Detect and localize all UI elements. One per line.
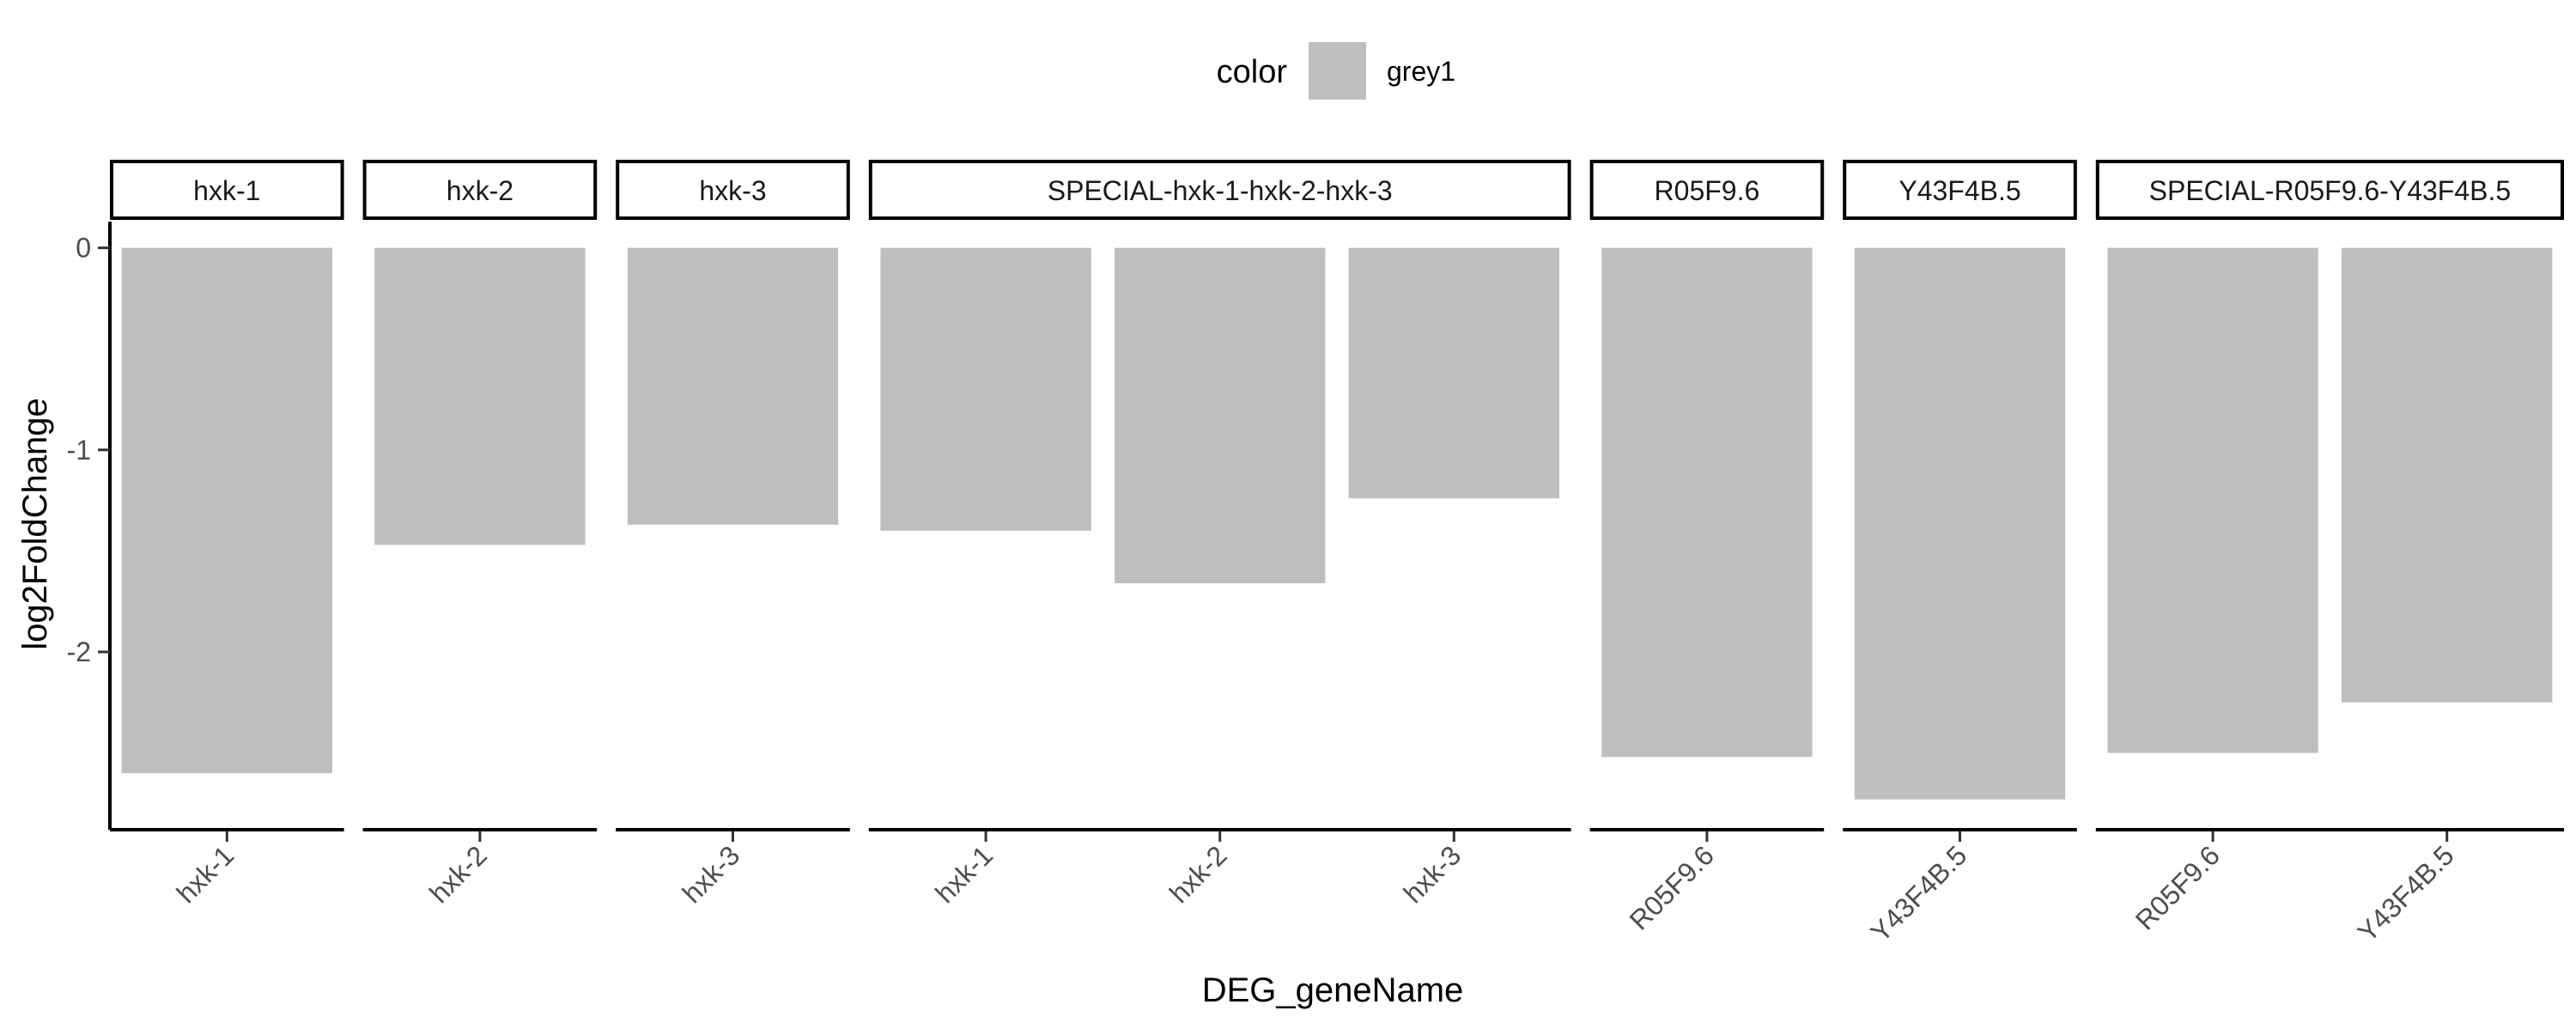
- bar: [2342, 247, 2553, 703]
- x-axis-label: DEG_geneName: [1202, 971, 1464, 1009]
- facet-strip: [110, 160, 344, 220]
- bar: [1115, 247, 1326, 584]
- x-tick-label: Y43F4B.5: [2352, 839, 2460, 947]
- facet-strip-label: R05F9.6: [1655, 175, 1760, 206]
- facet-strip-label: Y43F4B.5: [1899, 175, 2020, 206]
- y-tick-label: -2: [67, 636, 91, 667]
- legend-entry-label: grey1: [1387, 56, 1455, 87]
- x-tick-label: hxk-2: [423, 839, 493, 909]
- facet-strip: [1843, 160, 2077, 220]
- bar: [121, 247, 332, 774]
- y-axis: 0 -1 -2: [67, 222, 112, 830]
- x-tick-label: hxk-3: [677, 839, 746, 909]
- facet-strip: [362, 160, 598, 220]
- x-tick-label: hxk-1: [929, 839, 999, 909]
- facet-panel: Y43F4B.5 Y43F4B.5: [1843, 160, 2077, 948]
- facet-panel: R05F9.6 R05F9.6: [1589, 160, 1825, 936]
- x-tick-label: R05F9.6: [2129, 839, 2226, 935]
- facet-panel: SPECIAL-R05F9.6-Y43F4B.5 R05F9.6 Y43F4B.5: [2095, 160, 2565, 948]
- x-tick-label: R05F9.6: [1624, 839, 1720, 935]
- bar: [374, 247, 586, 545]
- legend-title: color: [1217, 54, 1288, 90]
- bar: [627, 247, 839, 525]
- y-tick-label: 0: [76, 233, 91, 264]
- bar: [1854, 247, 2066, 800]
- facet-strip-label: SPECIAL-R05F9.6-Y43F4B.5: [2149, 175, 2512, 206]
- x-tick-label: hxk-3: [1397, 839, 1467, 909]
- facet-strip-label: SPECIAL-hxk-1-hxk-2-hxk-3: [1048, 175, 1393, 206]
- facet-strip: [616, 160, 850, 220]
- facet-panels: hxk-1hxk-1hxk-2hxk-2hxk-3hxk-3SPECIAL-hx…: [110, 160, 2565, 948]
- bar: [1348, 247, 1559, 499]
- bar: [1601, 247, 1813, 758]
- facet-panel: hxk-2 hxk-2: [362, 160, 598, 909]
- facet-panel: hxk-1 hxk-1: [110, 160, 344, 909]
- x-tick-label: Y43F4B.5: [1864, 839, 1972, 947]
- x-tick-label: hxk-2: [1163, 839, 1233, 909]
- y-axis-label: log2FoldChange: [16, 398, 54, 650]
- facet-panel: SPECIAL-hxk-1-hxk-2-hxk-3 hxk-1 hxk-2 hxk-3: [868, 160, 1571, 909]
- y-tick-label: -1: [67, 435, 91, 466]
- facet-strip-label: hxk-3: [699, 175, 766, 206]
- facet-strip-label: hxk-2: [447, 175, 513, 206]
- facet-strip-label: hxk-1: [193, 175, 260, 206]
- legend-key-grey1: [1309, 42, 1366, 100]
- bar: [2107, 247, 2318, 753]
- legend: color grey1: [1217, 42, 1455, 100]
- bar: [880, 247, 1091, 531]
- facet-strip: [2095, 160, 2565, 220]
- facet-strip: [1589, 160, 1825, 220]
- x-tick-label: hxk-1: [170, 839, 240, 909]
- facet-panel: hxk-3 hxk-3: [616, 160, 850, 909]
- facet-strip: [868, 160, 1571, 220]
